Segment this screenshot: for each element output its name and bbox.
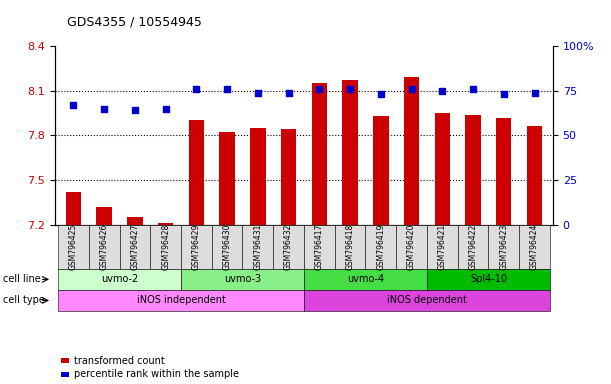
Point xyxy=(99,106,109,112)
Point xyxy=(499,91,509,98)
Point xyxy=(376,91,386,98)
Text: iNOS independent: iNOS independent xyxy=(137,295,225,306)
Point xyxy=(253,89,263,96)
Text: GSM796423: GSM796423 xyxy=(499,223,508,270)
Bar xyxy=(158,223,174,225)
Bar xyxy=(127,217,142,225)
Text: GSM796429: GSM796429 xyxy=(192,223,201,270)
Point xyxy=(130,107,140,113)
Text: Spl4-10: Spl4-10 xyxy=(470,274,507,285)
Text: uvmo-2: uvmo-2 xyxy=(101,274,138,285)
Point xyxy=(468,86,478,92)
Bar xyxy=(404,77,419,225)
Text: GSM796424: GSM796424 xyxy=(530,223,539,270)
Point xyxy=(315,86,324,92)
Text: GSM796417: GSM796417 xyxy=(315,223,324,270)
Point xyxy=(345,86,355,92)
Text: transformed count: transformed count xyxy=(74,356,165,366)
Bar xyxy=(434,113,450,225)
Text: GSM796432: GSM796432 xyxy=(284,223,293,270)
Text: GSM796419: GSM796419 xyxy=(376,223,386,270)
Bar xyxy=(219,132,235,225)
Point xyxy=(191,86,201,92)
Text: cell line: cell line xyxy=(3,274,41,285)
Bar xyxy=(281,129,296,225)
Text: GSM796420: GSM796420 xyxy=(407,223,416,270)
Text: iNOS dependent: iNOS dependent xyxy=(387,295,467,306)
Text: uvmo-3: uvmo-3 xyxy=(224,274,261,285)
Bar xyxy=(373,116,389,225)
Point xyxy=(437,88,447,94)
Point xyxy=(161,106,170,112)
Text: uvmo-4: uvmo-4 xyxy=(347,274,384,285)
Text: GSM796428: GSM796428 xyxy=(161,223,170,270)
Bar xyxy=(97,207,112,225)
Text: percentile rank within the sample: percentile rank within the sample xyxy=(74,369,239,379)
Text: GSM796427: GSM796427 xyxy=(130,223,139,270)
Text: GSM796421: GSM796421 xyxy=(438,223,447,270)
Point xyxy=(407,86,417,92)
Point xyxy=(530,89,540,96)
Bar xyxy=(312,83,327,225)
Point xyxy=(284,89,293,96)
Text: GSM796425: GSM796425 xyxy=(69,223,78,270)
Bar xyxy=(466,114,481,225)
Bar xyxy=(189,121,204,225)
Bar xyxy=(342,80,358,225)
Text: GSM796431: GSM796431 xyxy=(254,223,262,270)
Text: GSM796422: GSM796422 xyxy=(469,223,478,270)
Bar xyxy=(527,126,542,225)
Bar xyxy=(496,118,511,225)
Text: cell type: cell type xyxy=(3,295,45,306)
Text: GSM796418: GSM796418 xyxy=(346,223,354,270)
Bar xyxy=(66,192,81,225)
Point xyxy=(68,102,78,108)
Text: GSM796430: GSM796430 xyxy=(222,223,232,270)
Text: GSM796426: GSM796426 xyxy=(100,223,109,270)
Bar xyxy=(250,128,266,225)
Point xyxy=(222,86,232,92)
Text: GDS4355 / 10554945: GDS4355 / 10554945 xyxy=(67,16,202,29)
